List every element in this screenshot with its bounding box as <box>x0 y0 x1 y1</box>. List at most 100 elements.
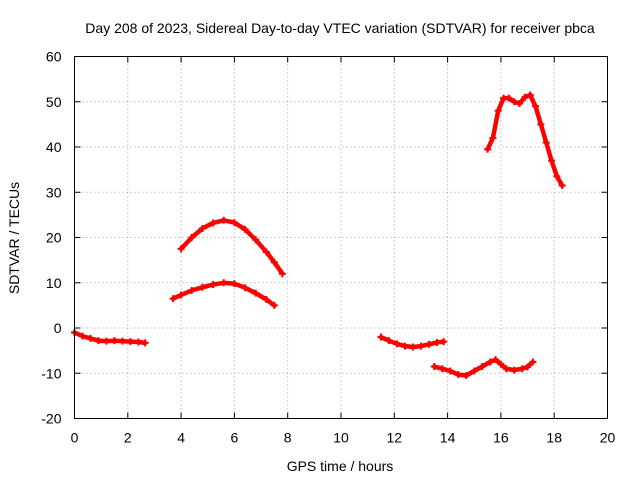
data-point <box>505 94 513 102</box>
data-point <box>278 270 286 278</box>
data-point <box>86 334 94 342</box>
x-tick-label: 0 <box>71 430 79 446</box>
data-point <box>220 216 228 224</box>
data-point <box>270 301 278 309</box>
data-point <box>102 337 110 345</box>
data-point <box>220 279 228 287</box>
x-tick-label: 8 <box>284 430 292 446</box>
data-point <box>209 281 217 289</box>
data-point <box>377 333 385 341</box>
data-point <box>433 338 441 346</box>
data-point <box>393 340 401 348</box>
data-point <box>430 362 438 370</box>
data-series <box>71 91 566 380</box>
y-axis-ticks: -20 -10 0 10 20 30 40 50 60 <box>41 49 608 427</box>
data-point <box>470 367 478 375</box>
data-point <box>230 280 238 288</box>
data-point <box>486 358 494 366</box>
data-point <box>537 120 545 128</box>
data-point <box>198 224 206 232</box>
data-point <box>425 340 433 348</box>
data-point <box>241 284 249 292</box>
data-point <box>510 366 518 374</box>
y-tick-label: 60 <box>46 49 62 65</box>
series-arc-1 <box>71 329 149 347</box>
x-tick-label: 10 <box>333 430 349 446</box>
data-point <box>417 342 425 350</box>
data-point <box>542 138 550 146</box>
data-point <box>510 98 518 106</box>
y-tick-label: 20 <box>46 230 62 246</box>
data-point <box>494 107 502 115</box>
x-tick-label: 12 <box>387 430 403 446</box>
series-trace <box>178 218 285 276</box>
data-point <box>169 295 177 303</box>
y-tick-label: 30 <box>46 184 62 200</box>
chart-title: Day 208 of 2023, Sidereal Day-to-day VTE… <box>85 20 595 36</box>
data-point <box>526 91 534 99</box>
data-point <box>438 365 446 373</box>
data-point <box>241 225 249 233</box>
data-point <box>502 365 510 373</box>
data-point <box>198 283 206 291</box>
data-point <box>532 102 540 110</box>
data-point <box>177 291 185 299</box>
y-tick-label: 50 <box>46 94 62 110</box>
data-point <box>177 245 185 253</box>
y-tick-label: 40 <box>46 139 62 155</box>
series-trace <box>432 357 536 378</box>
x-tick-label: 14 <box>440 430 456 446</box>
data-point <box>553 172 561 180</box>
data-point <box>462 372 470 380</box>
data-point <box>492 356 500 364</box>
data-point <box>230 219 238 227</box>
x-tick-label: 2 <box>124 430 132 446</box>
data-point <box>252 236 260 244</box>
data-point <box>188 286 196 294</box>
data-point <box>558 181 566 189</box>
data-point <box>118 337 126 345</box>
data-point <box>548 157 556 165</box>
x-axis-ticks: 0 2 4 6 8 10 12 14 16 18 20 <box>71 56 616 446</box>
data-point <box>209 219 217 227</box>
data-point <box>110 337 118 345</box>
data-point <box>489 134 497 142</box>
data-point <box>252 289 260 297</box>
data-point <box>385 337 393 345</box>
data-point <box>134 338 142 346</box>
x-tick-label: 16 <box>493 430 509 446</box>
series-arc-3 <box>177 216 286 278</box>
grid-lines <box>74 56 608 419</box>
series-arc-2 <box>169 279 278 309</box>
data-point <box>409 343 417 351</box>
x-tick-label: 20 <box>600 430 616 446</box>
data-point <box>440 338 448 346</box>
data-point <box>454 371 462 379</box>
x-tick-label: 18 <box>546 430 562 446</box>
data-point <box>188 234 196 241</box>
data-point <box>126 338 134 346</box>
y-tick-label: 0 <box>54 320 62 336</box>
data-point <box>78 332 86 340</box>
series-arc-4 <box>377 333 448 351</box>
data-point <box>521 93 529 101</box>
data-point <box>141 339 149 347</box>
y-tick-label: 10 <box>46 275 62 291</box>
y-tick-label: -20 <box>41 411 61 427</box>
data-point <box>446 367 454 375</box>
y-axis-label: SDTVAR / TECUs <box>6 182 22 294</box>
series-arc-5 <box>430 356 537 380</box>
data-point <box>401 342 409 350</box>
data-point <box>270 258 278 266</box>
data-point <box>94 337 102 345</box>
data-point <box>262 248 270 256</box>
data-point <box>516 100 524 108</box>
x-tick-label: 6 <box>231 430 239 446</box>
series-arc-6 <box>484 91 566 189</box>
data-point <box>497 360 505 368</box>
x-axis-label: GPS time / hours <box>287 458 394 474</box>
x-tick-label: 4 <box>177 430 185 446</box>
data-point <box>484 145 492 153</box>
data-point <box>524 363 532 371</box>
